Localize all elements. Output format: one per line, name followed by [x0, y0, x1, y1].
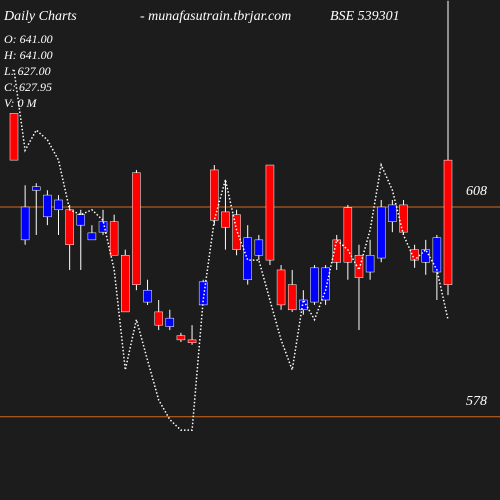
- candle-body: [388, 204, 397, 222]
- candle-body: [354, 254, 364, 278]
- info-close: C: 627.95: [4, 80, 52, 94]
- info-low: L: 627.00: [3, 64, 51, 78]
- candle-body: [321, 267, 330, 301]
- candle-body: [20, 206, 30, 241]
- candle-body: [121, 254, 130, 313]
- candle-body: [310, 267, 319, 303]
- candle-body: [132, 172, 141, 285]
- candle-body: [221, 211, 230, 228]
- candle-body: [299, 299, 308, 311]
- candle-body: [176, 335, 186, 341]
- candle-body: [365, 254, 375, 273]
- candle-body: [109, 221, 119, 256]
- candle-body: [154, 311, 163, 326]
- candle-body: [399, 204, 408, 233]
- candle-body: [343, 207, 353, 263]
- candle-body: [165, 317, 175, 327]
- symbol: BSE 539301: [330, 9, 400, 24]
- chart-subtitle: - munafasutrain.tbrjar.com: [140, 9, 291, 24]
- candle-body: [432, 237, 442, 273]
- candle-body: [421, 249, 430, 263]
- candle-body: [9, 113, 19, 161]
- info-open: O: 641.00: [4, 32, 53, 46]
- dotted-line: [13, 69, 449, 431]
- candle-body: [210, 169, 219, 221]
- candle-body: [332, 239, 341, 263]
- candle-body: [443, 159, 453, 285]
- candle-body: [54, 199, 63, 211]
- candle-body: [98, 221, 108, 233]
- y-tick-label: 578: [466, 394, 487, 409]
- candle-body: [43, 194, 52, 218]
- candle-body: [254, 239, 264, 256]
- info-volume: V: 0 M: [4, 96, 38, 110]
- info-high: H: 641.00: [3, 48, 53, 62]
- candle-body: [232, 214, 241, 250]
- candle-body: [276, 269, 286, 306]
- candle-body: [187, 339, 197, 343]
- y-tick-label: 608: [466, 184, 487, 199]
- candle-body: [287, 284, 297, 311]
- candle-body: [143, 289, 152, 303]
- candle-body: [65, 209, 74, 246]
- candle-body: [76, 214, 86, 226]
- chart-title: Daily Charts: [3, 9, 77, 24]
- candle-body: [410, 249, 419, 261]
- candle-body: [376, 206, 386, 259]
- candle-body: [265, 164, 275, 261]
- candle-body: [32, 186, 41, 191]
- candle-body: [87, 232, 97, 241]
